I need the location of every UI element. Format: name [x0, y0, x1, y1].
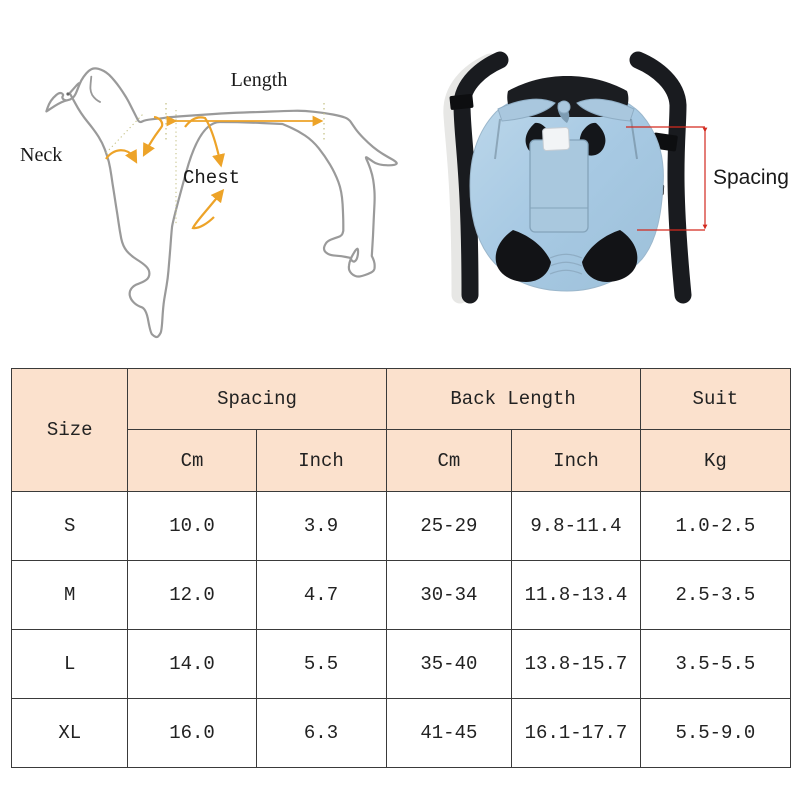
- svg-text:Neck: Neck: [20, 144, 62, 166]
- svg-text:Spacing: Spacing: [713, 166, 789, 189]
- svg-text:Length: Length: [231, 69, 288, 91]
- svg-text:Chest: Chest: [183, 167, 240, 189]
